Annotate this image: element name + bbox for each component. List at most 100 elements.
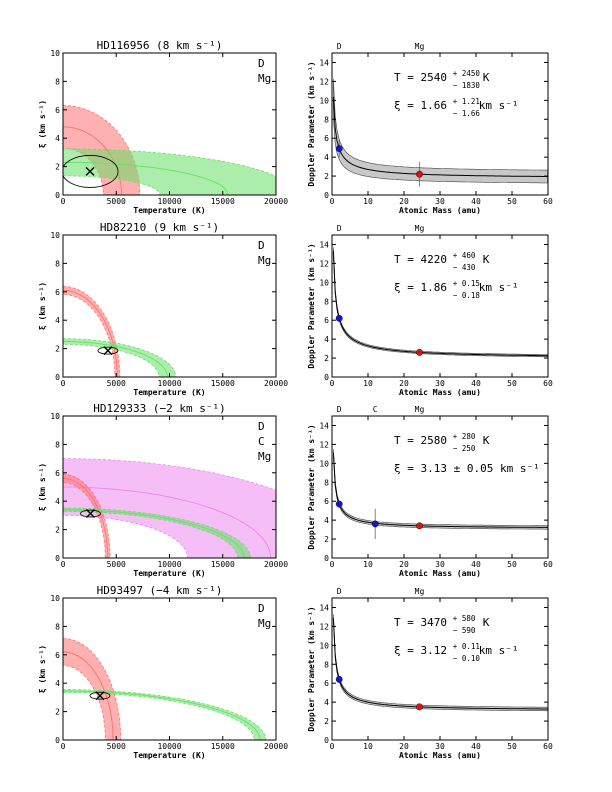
y-tick-label: 12 [319,622,329,631]
y-tick-label: 4 [324,153,329,162]
panel-title: HD116956 (8 km s⁻¹) [97,39,223,52]
x-tick-label: 10000 [157,742,181,751]
y-axis-label: Doppler Parameter (km s⁻¹) [307,424,316,549]
element-label-D: D [337,224,342,233]
x-tick-label: 40 [471,742,481,751]
y-tick-label: 4 [324,335,329,344]
xi-result: ξ = 1.66 [394,99,447,112]
best-fit-marker [85,509,95,519]
temperature-result: T = 2580 [394,434,447,447]
y-tick-label: 0 [324,736,329,745]
y-tick-label: 2 [324,717,329,726]
x-tick-label: 20000 [264,379,288,388]
temperature-result: T = 3470 [394,616,447,629]
constraint-bands [63,105,276,195]
band-Mg [63,148,276,195]
temperature-unit: K [483,434,490,447]
y-tick-label: 8 [324,115,329,124]
x-tick-label: 0 [61,560,66,569]
x-tick-label: 50 [507,742,517,751]
y-tick-label: 2 [324,354,329,363]
band-center-D [63,651,114,740]
element-label-C: C [373,405,378,414]
y-tick-label: 0 [55,554,60,563]
x-tick-label: 40 [471,197,481,206]
band-center-D [63,289,118,377]
y-tick-label: 10 [319,459,329,468]
y-axis-label: ξ (km s⁻¹) [38,645,47,693]
x-tick-label: 15000 [211,379,235,388]
x-tick-label: 30 [435,379,445,388]
x-tick-label: 0 [330,379,335,388]
y-tick-label: 10 [50,594,60,603]
y-tick-label: 2 [324,172,329,181]
xi-minus: − 0.18 [453,291,481,300]
x-tick-label: 0 [61,742,66,751]
y-tick-label: 8 [55,622,60,631]
x-tick-label: 20 [399,742,409,751]
x-tick-label: 0 [330,560,335,569]
xi-minus: − 1.66 [453,109,481,118]
y-tick-label: 4 [55,134,60,143]
point-Mg [416,170,423,178]
x-tick-label: 10000 [157,560,181,569]
panel-title: HD82210 (9 km s⁻¹) [100,221,219,234]
y-tick-label: 6 [324,316,329,325]
x-axis-label: Atomic Mass (amu) [399,205,481,215]
x-tick-label: 0 [61,379,66,388]
xi-plus: + 0.15 [453,279,480,288]
x-tick-label: 10 [363,742,373,751]
y-axis-label: ξ (km s⁻¹) [38,282,47,330]
x-tick-label: 50 [507,379,517,388]
element-label-D: D [337,405,342,414]
element-label-Mg: Mg [415,405,425,414]
band-center-C [63,486,272,558]
y-tick-label: 14 [319,421,329,430]
y-tick-label: 14 [319,603,329,612]
y-tick-label: 6 [55,469,60,478]
y-tick-label: 4 [55,679,60,688]
best-fit-curve [332,452,548,528]
confidence-contour [80,509,101,518]
doppler-curves [332,78,548,184]
x-tick-label: 0 [330,742,335,751]
band-Mg [63,689,267,740]
band-center-Mg [63,161,229,195]
temperature-unit: K [483,71,490,84]
x-axis-label: Atomic Mass (amu) [399,568,481,578]
legend-C: C [258,435,265,448]
temperature-result: T = 4220 [394,253,447,266]
temperature-plus: + 580 [453,614,476,623]
y-tick-label: 8 [55,440,60,449]
y-tick-label: 4 [324,698,329,707]
point-D [335,314,343,322]
temperature-minus: − 1830 [453,81,481,90]
y-tick-label: 8 [324,297,329,306]
x-axis-label: Atomic Mass (amu) [399,750,481,760]
x-tick-label: 20 [399,197,409,206]
legend-D: D [258,57,265,70]
uncertainty-band [333,78,548,184]
legend-D: D [258,420,265,433]
confidence-contour [97,346,119,355]
x-tick-label: 10 [363,560,373,569]
x-tick-label: 20 [399,560,409,569]
y-tick-label: 4 [55,316,60,325]
band-center-D [63,478,109,558]
constraint-bands [63,458,276,558]
y-tick-label: 14 [319,240,329,249]
xi-result: ξ = 1.86 [394,281,447,294]
band-center-Mg [63,509,245,558]
y-tick-label: 8 [55,259,60,268]
constraint-bands [63,638,267,740]
x-tick-label: 0 [330,197,335,206]
y-tick-label: 0 [324,554,329,563]
best-fit-curve [332,251,548,357]
x-tick-label: 50 [507,197,517,206]
x-tick-label: 10 [363,197,373,206]
x-tick-label: 15000 [211,560,235,569]
panel-title: HD129333 (−2 km s⁻¹) [93,402,225,415]
point-C [371,520,379,528]
y-axis-label: Doppler Parameter (km s⁻¹) [307,243,316,368]
